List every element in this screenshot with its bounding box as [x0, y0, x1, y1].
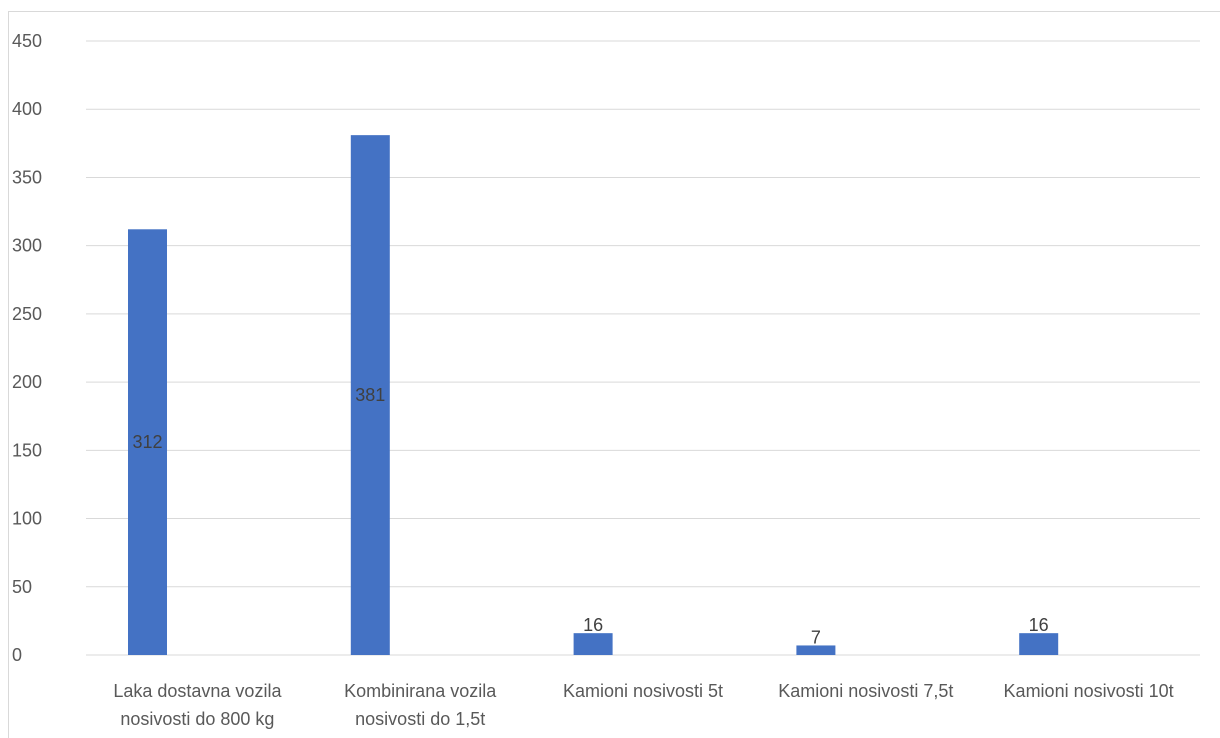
category-label: Kombinirana vozila — [344, 681, 497, 701]
bar — [128, 229, 167, 655]
y-tick-label: 150 — [12, 440, 42, 460]
y-tick-label: 350 — [12, 167, 42, 187]
y-tick-label: 450 — [12, 31, 42, 51]
bar — [796, 645, 836, 655]
data-label: 7 — [811, 627, 821, 647]
y-tick-label: 200 — [12, 372, 42, 392]
category-label: nosivosti do 1,5t — [355, 709, 485, 729]
bar — [573, 633, 613, 655]
y-tick-label: 100 — [12, 509, 42, 529]
data-label: 312 — [132, 432, 162, 452]
data-label: 16 — [583, 615, 603, 635]
y-tick-label: 250 — [12, 304, 42, 324]
data-label: 16 — [1029, 615, 1049, 635]
category-label: nosivosti do 800 kg — [120, 709, 274, 729]
y-tick-label: 0 — [12, 645, 22, 665]
y-tick-label: 400 — [12, 99, 42, 119]
category-label: Laka dostavna vozila — [113, 681, 282, 701]
chart-area — [8, 11, 1220, 738]
bar — [350, 135, 390, 655]
category-label: Kamioni nosivosti 10t — [1004, 681, 1174, 701]
y-tick-label: 50 — [12, 577, 32, 597]
category-label: Kamioni nosivosti 7,5t — [778, 681, 953, 701]
y-tick-label: 300 — [12, 236, 42, 256]
data-label: 381 — [355, 385, 385, 405]
bar — [1019, 633, 1059, 655]
category-label: Kamioni nosivosti 5t — [563, 681, 723, 701]
